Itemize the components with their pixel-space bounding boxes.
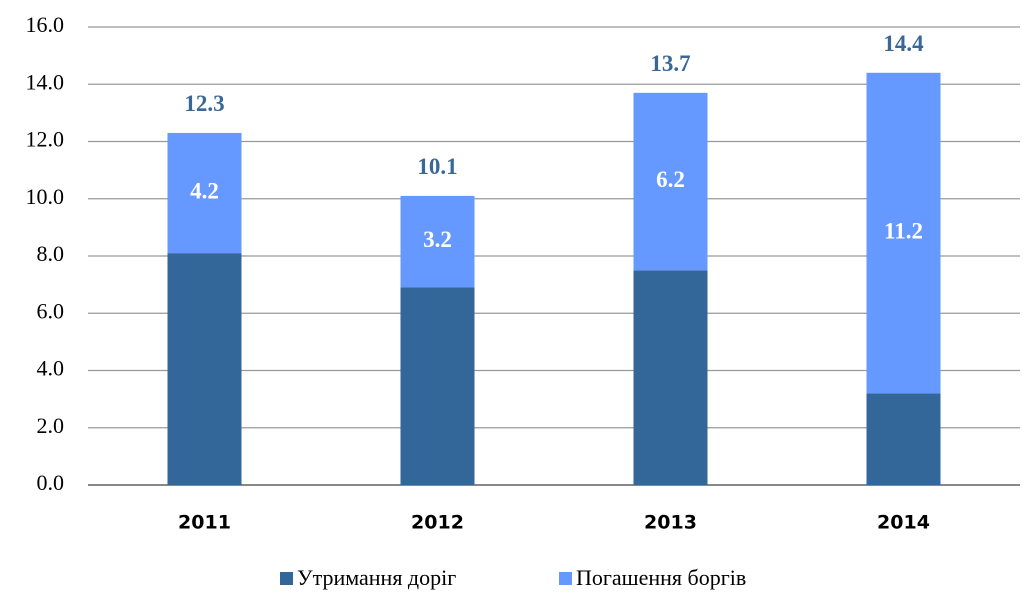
legend-label: Погашення боргів [576, 565, 746, 590]
y-tick-label: 10.0 [26, 184, 65, 209]
bar-segment [400, 287, 475, 485]
bar-segment [633, 92, 708, 271]
x-tick-label: 2011 [178, 512, 231, 534]
y-tick-label: 6.0 [37, 298, 65, 323]
bar-segment [167, 132, 242, 254]
total-label: 14.4 [883, 31, 924, 56]
legend-swatch [280, 572, 293, 585]
y-tick-label: 8.0 [37, 241, 65, 266]
total-label: 12.3 [184, 91, 224, 116]
x-tick-label: 2013 [644, 512, 697, 534]
legend-label: Утримання доріг [297, 565, 456, 590]
y-tick-label: 4.0 [37, 356, 65, 381]
legend-swatch [559, 572, 572, 585]
data-label: 4.2 [190, 178, 219, 203]
data-label: 3.2 [423, 227, 452, 252]
y-tick-label: 0.0 [37, 470, 65, 495]
bar-segment [400, 195, 475, 288]
data-label: 11.2 [884, 218, 923, 243]
y-tick-label: 12.0 [26, 127, 65, 152]
x-tick-label: 2014 [877, 512, 930, 534]
y-tick-label: 14.0 [26, 69, 65, 94]
bar-segment [167, 253, 242, 485]
bar-segment [633, 270, 708, 485]
total-label: 13.7 [650, 51, 690, 76]
bar-segment [866, 393, 941, 485]
y-tick-label: 2.0 [37, 413, 65, 438]
y-tick-label: 16.0 [26, 12, 65, 37]
bar-segment [866, 72, 941, 394]
x-tick-label: 2012 [411, 512, 464, 534]
data-label: 6.2 [656, 167, 685, 192]
total-label: 10.1 [417, 154, 457, 179]
